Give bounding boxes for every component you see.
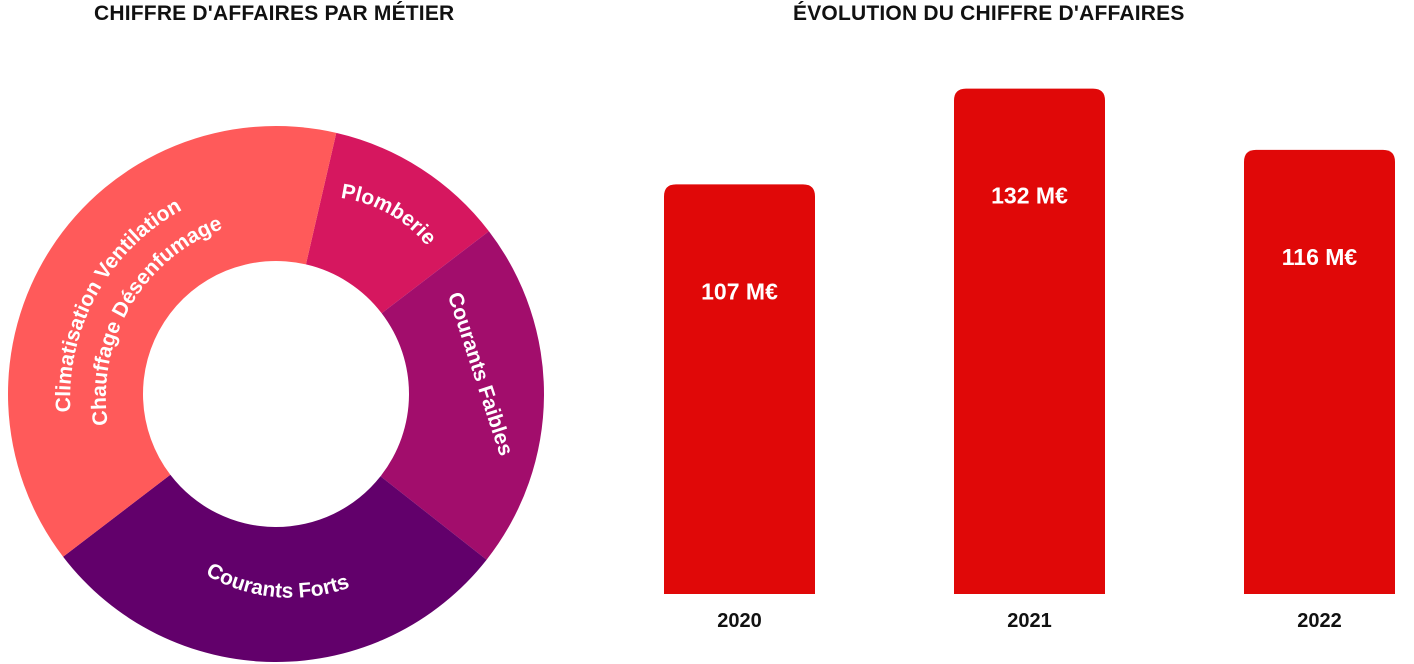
bar-value-label-2022: 116 M€ — [1282, 244, 1358, 270]
bar-value-label-2021: 132 M€ — [991, 183, 1068, 209]
bar-value-label-2020: 107 M€ — [701, 278, 778, 304]
x-tick-label-2022: 2022 — [1297, 610, 1342, 632]
donut-chart — [7, 125, 544, 663]
bar-2021 — [954, 88, 1105, 594]
bar-chart: 107 M€ 2020 132 M€ 2021 116 M€ 2022 — [664, 88, 1395, 632]
bar-chart-title: ÉVOLUTION DU CHIFFRE D'AFFAIRES — [793, 2, 1185, 25]
donut-slice-courants — [63, 474, 487, 663]
donut-slice-climatisation — [7, 125, 337, 557]
bar-2022 — [1244, 149, 1395, 594]
x-tick-label-2020: 2020 — [717, 610, 762, 632]
donut-slice-plomberie — [305, 132, 489, 314]
x-tick-label-2021: 2021 — [1007, 610, 1052, 632]
donut-chart-title: CHIFFRE D'AFFAIRES PAR MÉTIER — [94, 2, 455, 25]
bar-2020 — [664, 184, 815, 595]
donut-slice-courants — [380, 231, 544, 560]
